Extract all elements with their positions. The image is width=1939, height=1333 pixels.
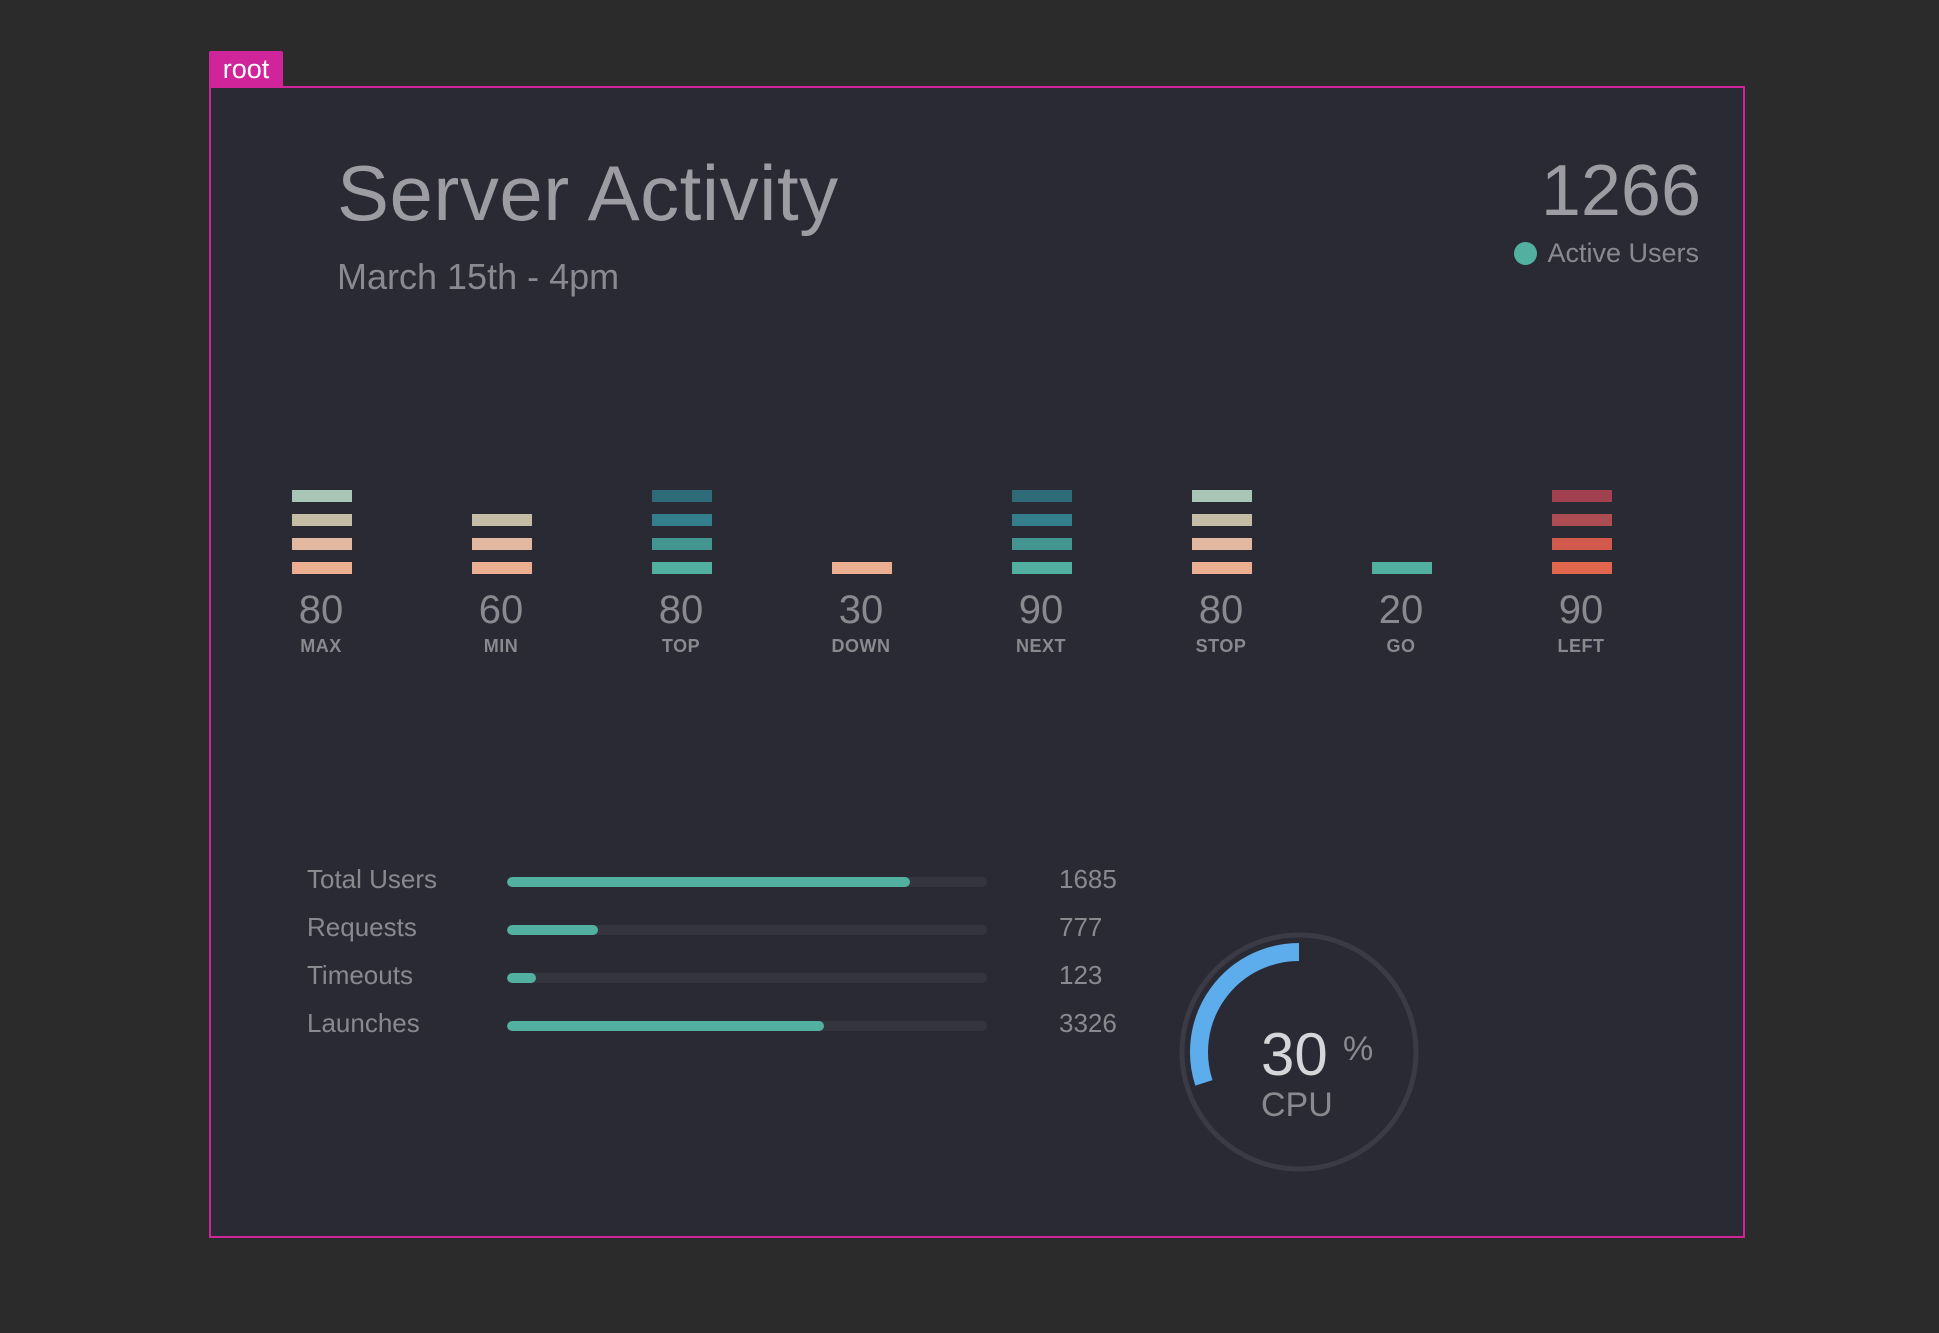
page-title: Server Activity — [337, 149, 839, 237]
stack-segment — [472, 562, 532, 574]
stack-segment — [1552, 538, 1612, 550]
legend-dot-icon — [1514, 242, 1538, 265]
cpu-gauge: 30 % CPU — [1179, 932, 1419, 1172]
metric-bar-track — [507, 877, 987, 887]
stack-segment — [1192, 562, 1252, 574]
stack-segment — [1552, 514, 1612, 526]
stack-segment — [1552, 490, 1612, 502]
cpu-value: 30 — [1261, 1021, 1328, 1088]
stack-label: LEFT — [1557, 636, 1605, 656]
stack-value: 90 — [1558, 588, 1604, 632]
gauge-arc — [1190, 943, 1300, 1086]
root-tag: root — [209, 51, 283, 87]
stack-value: 80 — [658, 588, 704, 632]
stack-segment — [1192, 490, 1252, 502]
stack-value: 80 — [1198, 588, 1244, 632]
stack-value: 20 — [1378, 588, 1424, 632]
stack-segment — [1012, 562, 1072, 574]
stack-label: MIN — [483, 636, 519, 656]
stack-segment — [292, 562, 352, 574]
active-users-legend: Active Users — [1514, 238, 1699, 269]
stack-segment — [1552, 562, 1612, 574]
stack-label: STOP — [1195, 636, 1247, 656]
stack-label: TOP — [661, 636, 701, 656]
metric-bar-track — [507, 925, 987, 935]
stack-value: 80 — [298, 588, 344, 632]
metric-bar-track — [507, 1021, 987, 1031]
metric-value: 1685 — [1059, 864, 1117, 894]
stack-segment — [1372, 562, 1432, 574]
stack-label: DOWN — [831, 636, 891, 656]
metric-bar-fill — [507, 973, 536, 983]
metric-value: 3326 — [1059, 1008, 1117, 1038]
active-users-label: Active Users — [1547, 238, 1699, 268]
stack-segment — [1192, 514, 1252, 526]
stack-segment — [652, 538, 712, 550]
metric-label: Total Users — [307, 864, 438, 894]
metric-bar-fill — [507, 925, 599, 935]
stack-segment — [652, 514, 712, 526]
stack-value: 30 — [838, 588, 884, 632]
metric-bar-track — [507, 973, 987, 983]
stack-segment — [652, 490, 712, 502]
cpu-label: CPU — [1261, 1086, 1333, 1124]
stack-segment — [292, 538, 352, 550]
page-subtitle: March 15th - 4pm — [337, 256, 620, 297]
stack-segment — [472, 514, 532, 526]
metric-bar-fill — [507, 877, 911, 887]
metric-value: 777 — [1059, 912, 1103, 942]
stack-segment — [1012, 538, 1072, 550]
stack-segment — [292, 514, 352, 526]
cpu-unit: % — [1343, 1030, 1374, 1068]
stack-segment — [832, 562, 892, 574]
stack-segment — [472, 538, 532, 550]
stack-value: 60 — [478, 588, 524, 632]
dashboard-panel: Server Activity March 15th - 4pm 1266 Ac… — [209, 86, 1745, 1238]
cpu-gauge-ring — [1179, 932, 1419, 1172]
stack-segment — [1192, 538, 1252, 550]
stack-label: MAX — [300, 636, 342, 656]
stack-segment — [292, 490, 352, 502]
gauge-track — [1179, 932, 1419, 1172]
metric-label: Launches — [307, 1008, 420, 1038]
stack-value: 90 — [1018, 588, 1064, 632]
metric-label: Requests — [307, 912, 417, 942]
stack-label: NEXT — [1015, 636, 1066, 656]
active-users-count: 1266 — [1540, 151, 1701, 231]
stack-segment — [652, 562, 712, 574]
stack-segment — [1012, 490, 1072, 502]
metric-label: Timeouts — [307, 960, 413, 990]
metric-value: 123 — [1059, 960, 1103, 990]
stack-label: GO — [1386, 636, 1416, 656]
stack-segment — [1012, 514, 1072, 526]
metric-bar-fill — [507, 1021, 824, 1031]
